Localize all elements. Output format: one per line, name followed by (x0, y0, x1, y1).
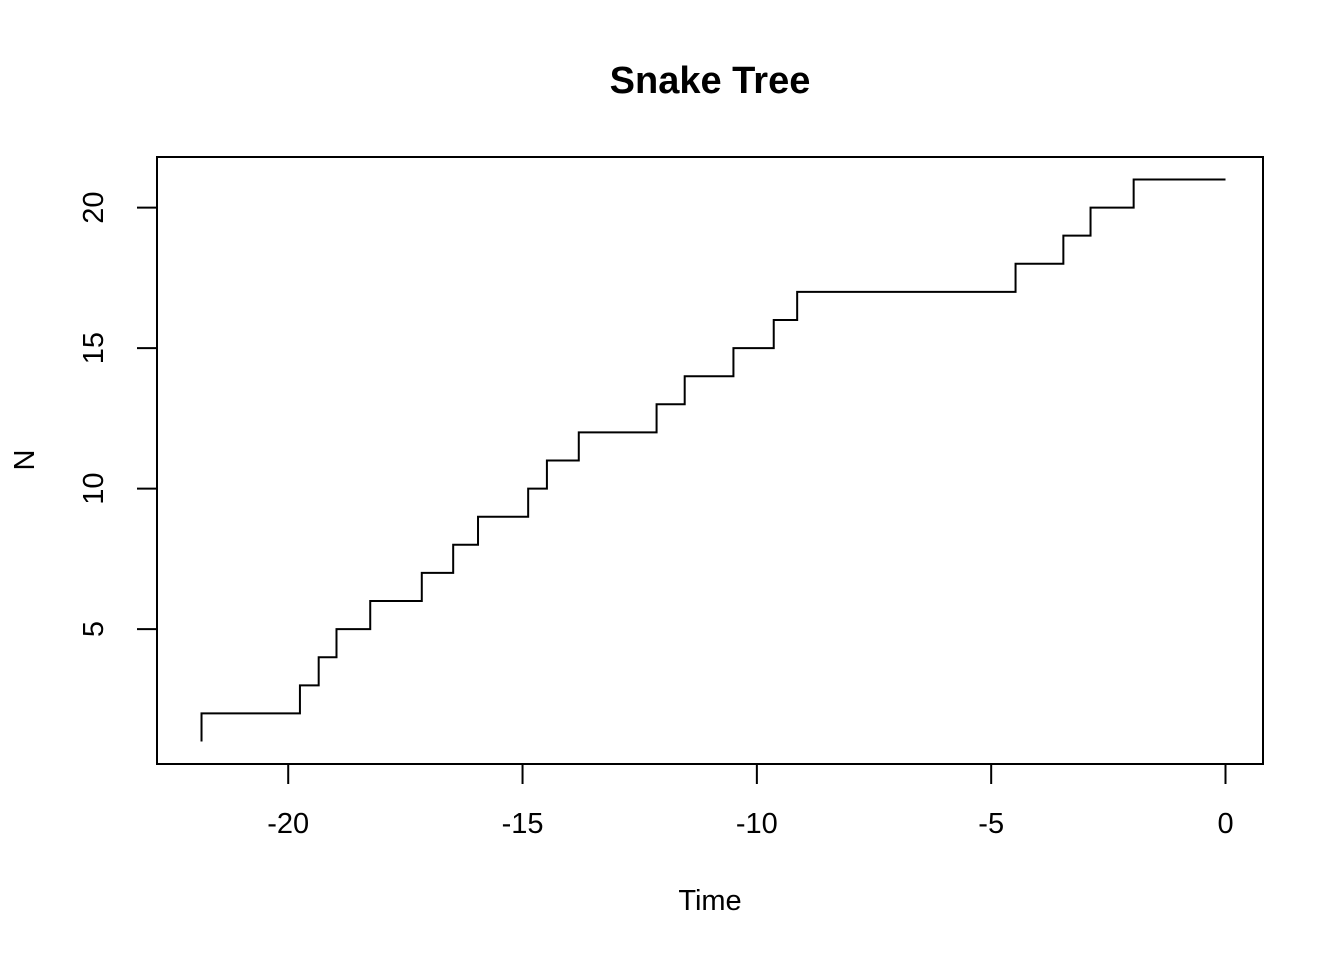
plot-frame (156, 156, 1264, 765)
y-tick-label: 15 (78, 332, 110, 364)
y-tick-label: 20 (78, 191, 110, 223)
y-axis: 5 10 15 20 (78, 191, 158, 637)
y-tick-label: 5 (78, 621, 110, 637)
series-layer (200, 178, 1226, 742)
x-axis: -20 -15 -10 -5 0 (267, 763, 1234, 840)
x-tick-label: -15 (502, 808, 544, 840)
y-tick-label: 10 (78, 472, 110, 504)
x-tick-label: -5 (978, 808, 1004, 840)
x-tick-label: -10 (736, 808, 778, 840)
chart-title: Snake Tree (610, 60, 811, 102)
x-tick-label: -20 (267, 808, 309, 840)
y-axis-label: N (9, 450, 41, 471)
series-step-line (200, 178, 1226, 742)
x-axis-label: Time (678, 885, 741, 917)
x-tick-label: 0 (1217, 808, 1233, 840)
